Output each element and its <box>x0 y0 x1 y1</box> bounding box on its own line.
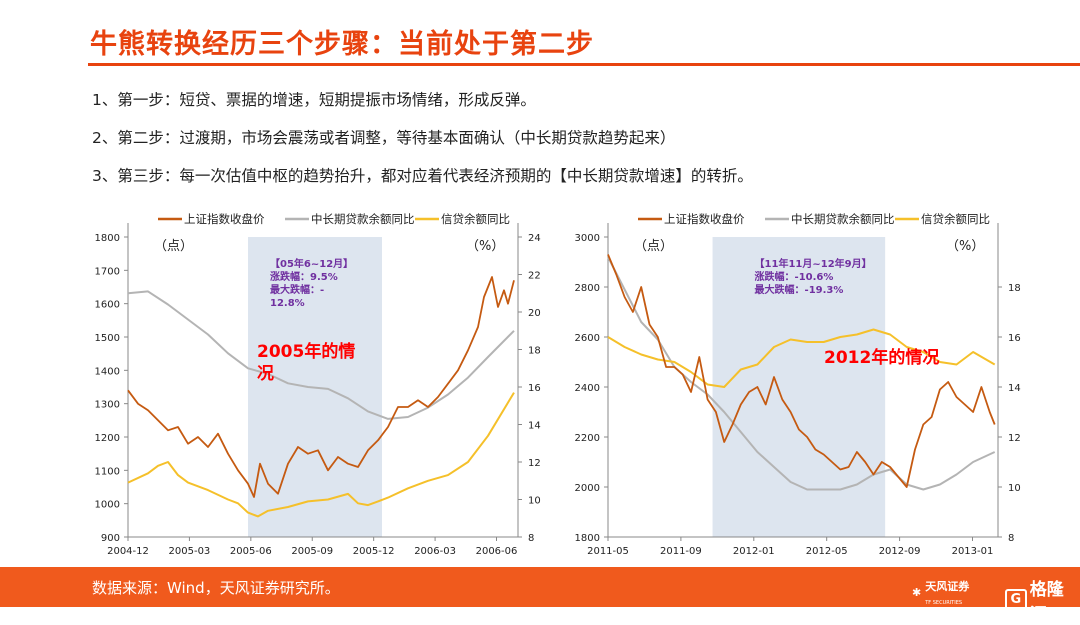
x-tick-label: 2006-03 <box>414 546 456 557</box>
tf-logo-icon: ✱ <box>912 586 922 599</box>
left-tick-label: 1800 <box>575 533 600 544</box>
left-edge <box>0 0 6 607</box>
overlay-label: 2012年的情况 <box>824 347 939 368</box>
right-tick-label: 12 <box>528 458 541 469</box>
right-tick-label: 18 <box>528 346 541 357</box>
left-tick-label: 2000 <box>575 483 600 494</box>
left-unit-label: （点） <box>634 239 673 254</box>
footer-source: 数据来源：Wind，天风证券研究所。 <box>92 579 340 597</box>
x-tick-label: 2012-01 <box>733 546 775 557</box>
x-tick-label: 2013-01 <box>952 546 994 557</box>
gelonghui-logo-icon: G <box>1005 589 1027 611</box>
legend-label-credit-series: 信贷余额同比 <box>921 212 990 226</box>
x-tick-label: 2005-12 <box>353 546 395 557</box>
step-3-text: 3、第三步：每一次估值中枢的趋势抬升，都对应着代表经济预期的【中长期贷款增速】的… <box>92 167 753 185</box>
right-unit-label: （%） <box>466 239 504 254</box>
tf-securities-logo: ✱ 天风证券 TF SECURITIES <box>912 578 969 607</box>
x-tick-label: 2004-12 <box>107 546 149 557</box>
right-tick-label: 20 <box>528 308 541 319</box>
x-tick-label: 2005-09 <box>291 546 333 557</box>
legend-label-credit-series: 信贷余额同比 <box>441 212 510 226</box>
left-tick-label: 2600 <box>575 333 600 344</box>
step-1-text: 1、第一步：短贷、票据的增速，短期提振市场情绪，形成反弹。 <box>92 91 536 109</box>
right-unit-label: （%） <box>946 239 984 254</box>
x-tick-label: 2012-09 <box>879 546 921 557</box>
chart-2005-svg: 900 1000 1100 1200 1300 1400 1500 1600 1700 1800 8… <box>95 212 541 557</box>
chart-2012-svg: 1800 2000 2200 2400 2600 2800 3000 8 10 12 14 16 18 2… <box>575 212 1021 557</box>
legend-label-mlt-loan-series: 中长期贷款余额同比 <box>791 212 895 226</box>
right-tick-label: 14 <box>1008 383 1021 394</box>
left-tick-label: 1800 <box>95 233 120 244</box>
right-tick-label: 16 <box>528 383 541 394</box>
index-series-line <box>607 254 996 488</box>
index-series-line <box>127 276 515 498</box>
x-tick-label: 2012-05 <box>806 546 848 557</box>
x-tick-label: 2011-05 <box>587 546 629 557</box>
left-tick-label: 1500 <box>95 333 120 344</box>
left-tick-label: 1400 <box>95 366 120 377</box>
mlt-loan-series-line <box>127 290 515 420</box>
credit-series-line <box>127 392 515 518</box>
left-tick-label: 1000 <box>95 500 120 511</box>
left-tick-label: 1100 <box>95 466 120 477</box>
right-tick-label: 24 <box>528 233 541 244</box>
right-tick-label: 8 <box>528 533 534 544</box>
chart-2005: 900 1000 1100 1200 1300 1400 1500 1600 1700 1800 8… <box>90 205 600 565</box>
legend-label-index-series: 上证指数收盘价 <box>184 212 265 226</box>
x-tick-label: 2006-06 <box>476 546 518 557</box>
left-tick-label: 1700 <box>95 266 120 277</box>
x-tick-label: 2011-09 <box>660 546 702 557</box>
left-tick-label: 3000 <box>575 233 600 244</box>
legend-label-index-series: 上证指数收盘价 <box>664 212 745 226</box>
shade-annotation-line: 【11年11月~12年9月】 <box>755 257 872 270</box>
right-tick-label: 12 <box>1008 433 1021 444</box>
x-tick-label: 2005-03 <box>169 546 211 557</box>
shade-annotation-line: 【05年6~12月】 <box>270 257 353 270</box>
x-tick-label: 2005-06 <box>230 546 272 557</box>
right-tick-label: 22 <box>528 271 541 282</box>
left-unit-label: （点） <box>154 239 193 254</box>
right-tick-label: 10 <box>1008 483 1021 494</box>
shade-annotation-line: 涨跌幅：-10.6% <box>755 270 834 283</box>
left-tick-label: 2400 <box>575 383 600 394</box>
overlay-label-wrap: 况 <box>257 364 274 384</box>
left-tick-label: 1200 <box>95 433 120 444</box>
right-tick-label: 16 <box>1008 333 1021 344</box>
left-tick-label: 900 <box>101 533 120 544</box>
shade-annotation-line: 12.8% <box>270 298 305 309</box>
tf-logo-name: 天风证券 <box>925 580 970 593</box>
shade-annotation-line: 最大跌幅：-19.3% <box>755 283 844 296</box>
right-tick-label: 18 <box>1008 283 1021 294</box>
shade-annotation-line: 最大跌幅：- <box>270 283 324 296</box>
left-tick-label: 2200 <box>575 433 600 444</box>
left-tick-label: 2800 <box>575 283 600 294</box>
shaded-period <box>712 237 886 537</box>
right-tick-label: 10 <box>528 496 541 507</box>
right-tick-label: 14 <box>528 421 541 432</box>
chart-2012: 1800 2000 2200 2400 2600 2800 3000 8 10 12 14 16 18 2… <box>570 205 1080 565</box>
footer-bar: 数据来源：Wind，天风证券研究所。 ✱ 天风证券 TF SECURITIES … <box>0 567 1080 625</box>
right-tick-label: 8 <box>1008 533 1014 544</box>
gelonghui-logo-text: 格隆汇 <box>1029 580 1064 625</box>
left-tick-label: 1300 <box>95 400 120 411</box>
title-rule <box>88 63 1080 66</box>
tf-logo-sub: TF SECURITIES <box>925 600 963 606</box>
shade-annotation-line: 涨跌幅：9.5% <box>270 270 338 283</box>
legend-label-mlt-loan-series: 中长期贷款余额同比 <box>311 212 415 226</box>
left-tick-label: 1600 <box>95 300 120 311</box>
step-2-text: 2、第二步：过渡期，市场会震荡或者调整，等待基本面确认（中长期贷款趋势起来） <box>92 129 676 147</box>
credit-series-line <box>607 328 996 388</box>
page-title: 牛熊转换经历三个步骤：当前处于第二步 <box>90 29 594 60</box>
gelonghui-logo: G 格隆汇 <box>1005 575 1080 625</box>
overlay-label: 2005年的情 <box>257 341 355 362</box>
